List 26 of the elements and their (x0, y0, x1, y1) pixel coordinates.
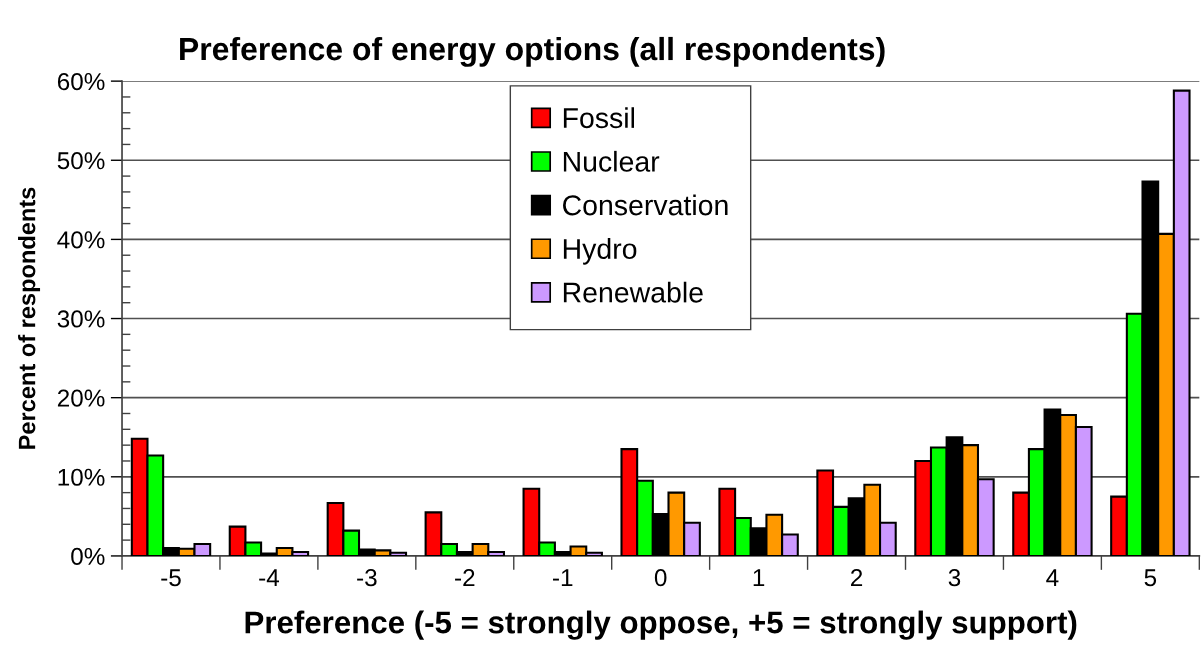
y-tick-label: 20% (57, 389, 105, 407)
x-tick-label: -1 (553, 569, 573, 587)
y-tick-label: 0% (71, 547, 105, 565)
legend-label: Nuclear (563, 150, 660, 172)
legend-label: Renewable (563, 281, 703, 303)
x-tick-label: -2 (455, 569, 475, 587)
x-tick-label: 3 (948, 569, 961, 587)
x-tick-label: -4 (259, 569, 280, 587)
x-tick-label: 4 (1046, 569, 1059, 587)
x-tick-label: -5 (161, 569, 181, 587)
legend-label: Hydro (563, 238, 637, 265)
y-tick-label: 30% (57, 310, 105, 328)
y-tick-label: 60% (57, 72, 105, 91)
x-tick-label: 1 (753, 569, 765, 587)
y-axis-title: Percent of respondents (18, 187, 41, 449)
x-tick-label: 2 (851, 569, 863, 587)
y-tick-label: 40% (57, 231, 105, 249)
x-tick-label: 5 (1144, 569, 1157, 587)
y-tick-label: 50% (57, 152, 105, 170)
x-tick-label: -3 (357, 569, 377, 587)
x-tick-label: 0 (654, 569, 667, 587)
chart-title: Preference of energy options (all respondents) (180, 36, 885, 67)
x-axis-title: Preference (-5 = strongly oppose, +5 = strongly support) (245, 610, 1077, 640)
y-tick-label: 10% (58, 468, 105, 486)
legend-label: Fossil (563, 107, 635, 129)
legend-label: Conservation (563, 194, 728, 216)
